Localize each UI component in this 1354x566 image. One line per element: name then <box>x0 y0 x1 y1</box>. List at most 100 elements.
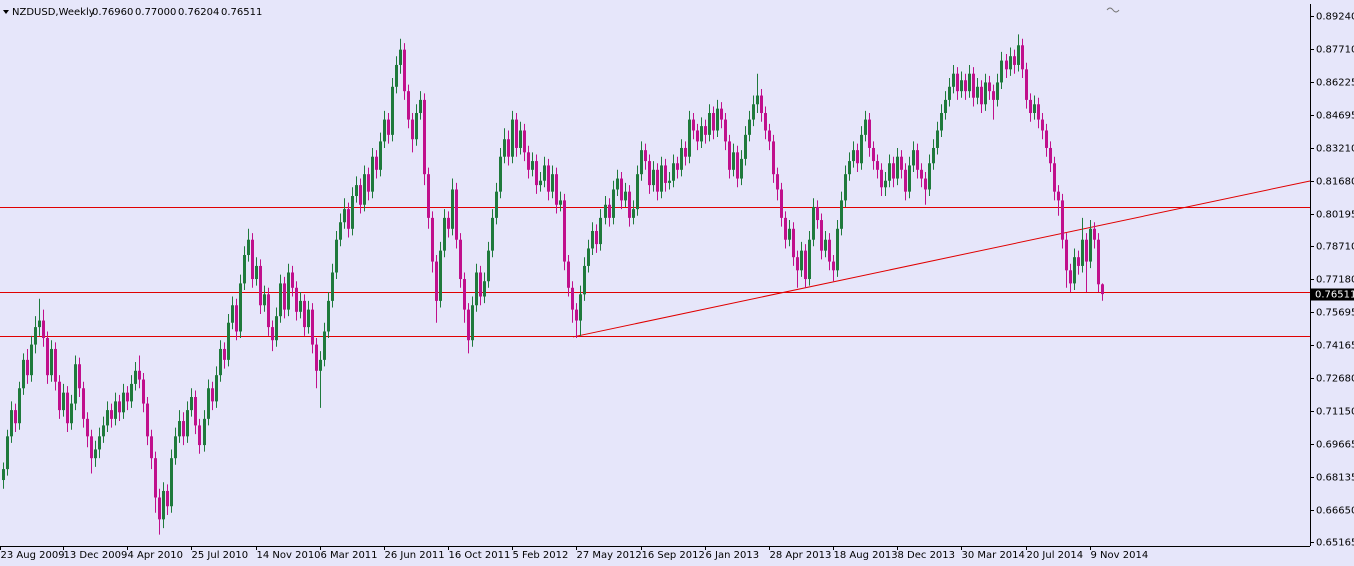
x-tick-label: 13 Dec 2009 <box>64 550 128 561</box>
candle-body <box>78 364 81 389</box>
candle-body <box>980 86 983 105</box>
candle-body <box>439 250 442 301</box>
candle-body <box>632 209 635 218</box>
candle-body <box>1089 228 1092 262</box>
x-tick-label: 16 Sep 2012 <box>642 550 705 561</box>
candle-body <box>339 222 342 240</box>
candle-body <box>784 217 787 240</box>
x-tick-label: 6 Jan 2013 <box>706 550 760 561</box>
candle-body <box>704 126 707 135</box>
candle-body <box>936 130 939 148</box>
candle-body <box>194 397 197 426</box>
candle-body <box>1049 147 1052 164</box>
candle-body <box>1061 200 1064 240</box>
candle-body <box>211 388 214 402</box>
ohlc-value: 0.76204 <box>178 7 219 18</box>
candle-body <box>792 228 795 258</box>
x-tick-label: 30 Mar 2014 <box>962 550 1025 561</box>
candle-body <box>928 163 931 190</box>
menu-triangle[interactable] <box>3 10 9 14</box>
candle-body <box>34 327 37 345</box>
candle-body <box>868 119 871 148</box>
candle-body <box>271 327 274 341</box>
candle-body <box>347 209 350 229</box>
candle-body <box>146 403 149 437</box>
candle-body <box>42 320 45 339</box>
candle-body <box>916 150 919 170</box>
candle-body <box>599 217 602 245</box>
candle-body <box>243 255 246 284</box>
candle-body <box>1021 45 1024 70</box>
candle-body <box>648 161 651 186</box>
candle-body <box>94 449 97 459</box>
x-tick-label: 23 Aug 2009 <box>1 550 65 561</box>
candle-body <box>1101 284 1104 295</box>
candle-body <box>14 410 17 424</box>
candle-body <box>114 401 117 419</box>
candle-body <box>624 191 627 201</box>
candle-body <box>387 119 390 135</box>
candle-body <box>287 272 290 310</box>
candle-body <box>239 283 242 332</box>
candle-body <box>154 458 157 498</box>
candle-body <box>38 320 41 328</box>
candle-body <box>399 49 402 65</box>
candle-body <box>279 283 282 317</box>
candle-body <box>178 421 181 437</box>
candle-body <box>900 156 903 170</box>
y-tick-label: 0.72680 <box>1316 374 1354 385</box>
candle-body <box>732 152 735 170</box>
candle-body <box>90 436 93 459</box>
candle-body <box>523 130 526 153</box>
candle-body <box>932 147 935 164</box>
candle-body <box>551 174 554 192</box>
candle-body <box>583 265 586 295</box>
candle-body <box>511 119 514 157</box>
candle-body <box>455 189 458 240</box>
candle-body <box>996 82 999 100</box>
candle-body <box>604 204 607 218</box>
candle-body <box>1057 191 1060 201</box>
candle-body <box>820 220 823 251</box>
last-price-label: 0.76511 <box>1315 290 1354 301</box>
candle-body <box>848 161 851 175</box>
candle-body <box>804 250 807 280</box>
y-tick-label: 0.65165 <box>1316 538 1354 549</box>
candle-body <box>736 152 739 179</box>
candle-body <box>904 169 907 192</box>
candle-body <box>660 165 663 192</box>
candle-body <box>968 73 971 92</box>
candle-body <box>190 397 193 411</box>
candle-body <box>198 425 201 446</box>
x-tick-label: 18 Aug 2013 <box>834 550 898 561</box>
x-tick-label: 14 Nov 2010 <box>257 550 321 561</box>
candle-body <box>215 375 218 402</box>
candle-body <box>688 119 691 157</box>
ohlc-value: 0.77000 <box>135 7 176 18</box>
candle-body <box>315 344 318 371</box>
candle-body <box>1017 45 1020 65</box>
candle-body <box>383 119 386 142</box>
candle-body <box>22 359 25 389</box>
candle-body <box>563 200 566 262</box>
y-tick-label: 0.66650 <box>1316 506 1354 517</box>
candle-body <box>231 305 234 323</box>
candle-body <box>884 180 887 188</box>
candle-body <box>30 344 33 376</box>
candle-body <box>908 165 911 192</box>
candle-body <box>700 126 703 142</box>
candle-body <box>247 239 250 256</box>
candle-body <box>1025 69 1028 100</box>
candle-body <box>431 217 434 262</box>
candle-body <box>712 113 715 131</box>
candle-body <box>672 163 675 181</box>
candle-body <box>1041 119 1044 131</box>
candle-body <box>303 300 306 328</box>
candle-body <box>419 99 422 114</box>
candle-body <box>692 119 695 131</box>
candle-body <box>575 309 578 321</box>
candle-body <box>463 279 466 310</box>
candle-body <box>1093 228 1096 240</box>
candle-body <box>984 82 987 105</box>
